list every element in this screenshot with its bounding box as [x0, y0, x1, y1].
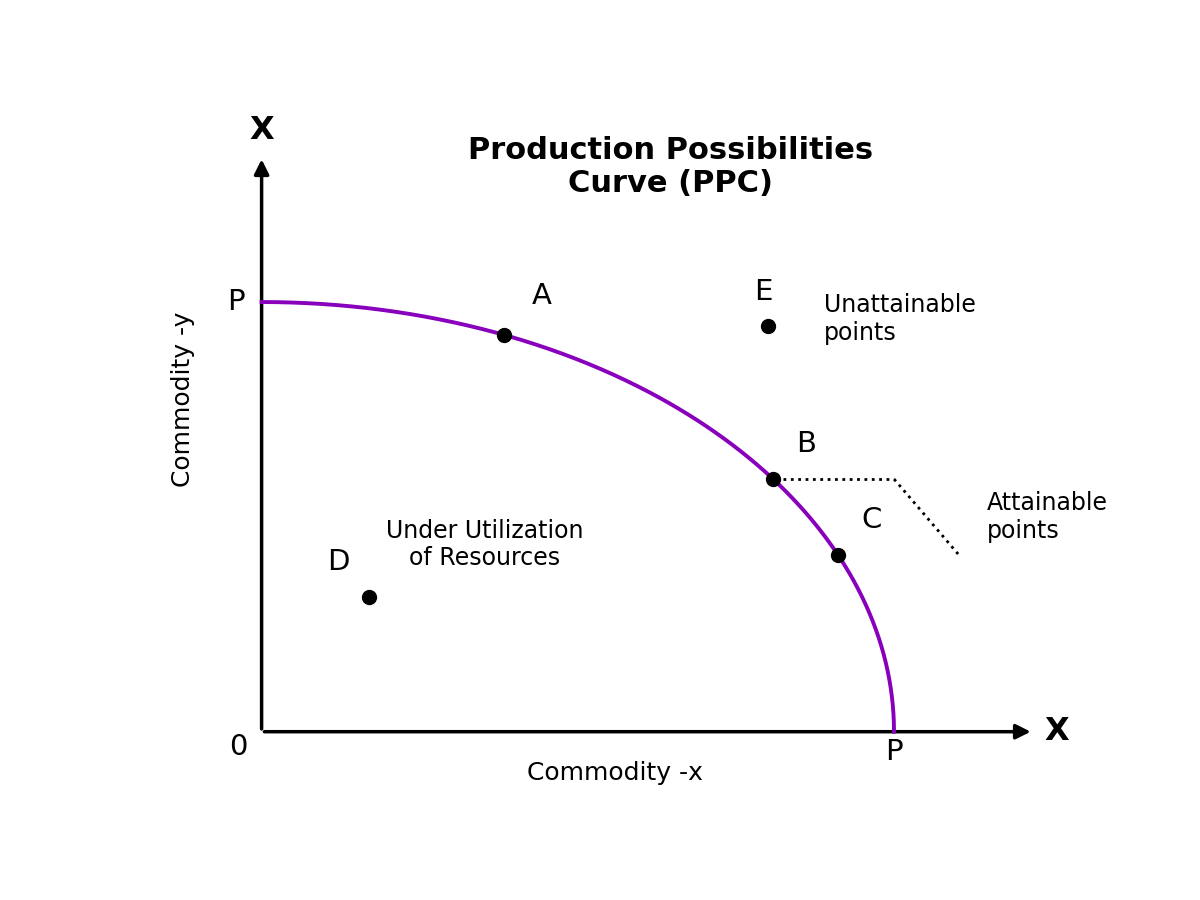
Point	[758, 320, 778, 334]
Text: P: P	[227, 288, 245, 316]
Point	[494, 328, 514, 342]
Text: B: B	[797, 430, 816, 458]
Text: Attainable
points: Attainable points	[986, 491, 1108, 543]
Text: E: E	[755, 277, 773, 305]
Point	[359, 590, 378, 604]
Text: Commodity -x: Commodity -x	[527, 761, 703, 786]
Text: Production Possibilities
Curve (PPC): Production Possibilities Curve (PPC)	[468, 136, 874, 198]
Text: X: X	[1045, 716, 1069, 747]
Point	[763, 472, 782, 486]
Text: C: C	[862, 506, 882, 534]
Text: Commodity -y: Commodity -y	[170, 311, 194, 487]
Text: Under Utilization
of Resources: Under Utilization of Resources	[386, 518, 583, 571]
Text: D: D	[328, 548, 350, 576]
Text: X: X	[250, 115, 274, 146]
Point	[828, 548, 847, 562]
Text: P: P	[886, 739, 902, 767]
Text: A: A	[532, 283, 551, 310]
Text: Unattainable
points: Unattainable points	[824, 293, 976, 346]
Text: 0: 0	[229, 733, 247, 760]
